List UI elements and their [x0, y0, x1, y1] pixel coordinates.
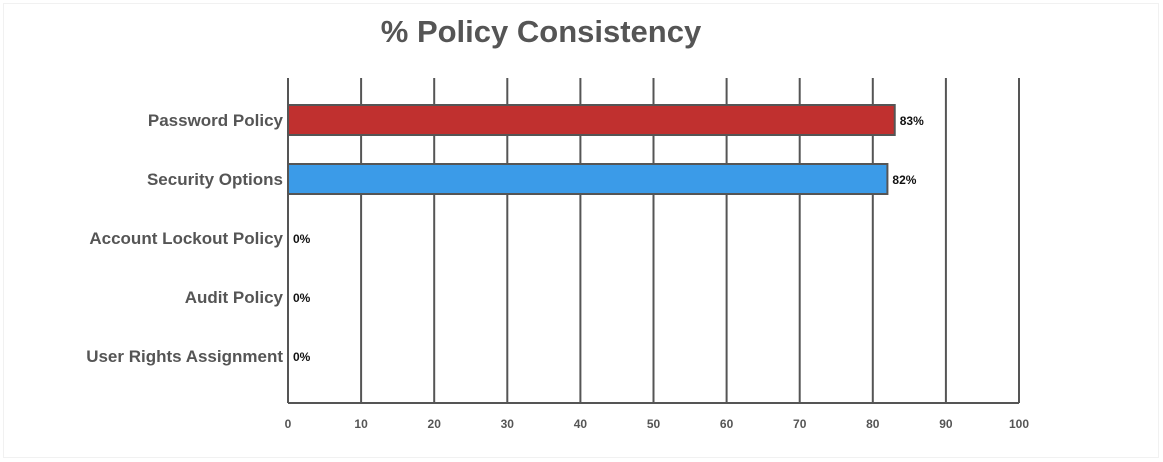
- x-tick-label-20: 20: [428, 417, 442, 431]
- x-tick-label-60: 60: [720, 417, 734, 431]
- data-labels: 83% 82% 0% 0% 0%: [293, 114, 924, 364]
- x-tick-label-50: 50: [647, 417, 661, 431]
- bar-0: [287, 104, 896, 136]
- bar-1: [287, 163, 889, 195]
- category-label-2: Account Lockout Policy: [89, 229, 283, 248]
- x-axis-ticks: 0 10 20 30 40 50 60 70 80 90 100: [285, 417, 1030, 431]
- x-tick-label-40: 40: [574, 417, 588, 431]
- x-tick-label-80: 80: [866, 417, 880, 431]
- chart-title: % Policy Consistency: [381, 14, 702, 49]
- category-label-1: Security Options: [147, 170, 283, 189]
- x-tick-label-10: 10: [354, 417, 368, 431]
- x-tick-label-100: 100: [1009, 417, 1029, 431]
- data-label-3: 0%: [293, 291, 311, 305]
- data-label-2: 0%: [293, 232, 311, 246]
- x-tick-label-30: 30: [501, 417, 515, 431]
- data-label-0: 83%: [900, 114, 924, 128]
- x-tick-label-70: 70: [793, 417, 807, 431]
- category-labels: Password Policy Security Options Account L…: [86, 111, 283, 366]
- bars: [287, 104, 896, 195]
- category-label-3: Audit Policy: [185, 288, 284, 307]
- data-label-4: 0%: [293, 350, 311, 364]
- data-label-1: 82%: [892, 173, 916, 187]
- category-label-4: User Rights Assignment: [86, 347, 283, 366]
- x-tick-label-0: 0: [285, 417, 292, 431]
- x-tick-label-90: 90: [939, 417, 953, 431]
- category-label-0: Password Policy: [148, 111, 284, 130]
